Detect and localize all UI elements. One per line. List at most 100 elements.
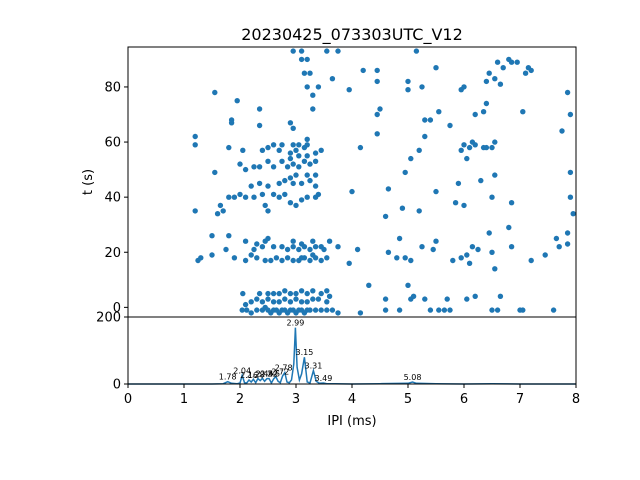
scatter-point (262, 257, 268, 264)
scatter-point (422, 133, 428, 140)
scatter-point (310, 252, 316, 258)
scatter-point (240, 290, 246, 297)
scatter-point (461, 142, 467, 148)
scatter-point (226, 194, 232, 200)
peak-label: 3.31 (304, 362, 322, 371)
scatter-point (360, 67, 366, 74)
scatter-point (326, 238, 333, 244)
scatter-point (374, 131, 380, 137)
scatter-point (304, 290, 310, 297)
scatter-point (402, 255, 408, 261)
histogram-x-tick-label: 8 (572, 392, 580, 407)
scatter-point (239, 307, 245, 313)
peak-label: 3.15 (295, 348, 313, 357)
scatter-point (410, 293, 417, 299)
scatter-point (413, 48, 420, 54)
scatter-point (248, 252, 254, 258)
scatter-point (298, 299, 305, 305)
histogram-x-axis-label: IPI (ms) (327, 414, 376, 429)
scatter-point (444, 296, 450, 302)
scatter-point (209, 233, 215, 239)
scatter-point (321, 246, 327, 253)
scatter-point (248, 299, 254, 305)
scatter-point (528, 257, 534, 264)
scatter-point (458, 147, 464, 153)
scatter-point (472, 293, 478, 299)
scatter-point (290, 142, 296, 148)
scatter-point (290, 257, 296, 264)
scatter-point (447, 122, 453, 129)
scatter-point (298, 56, 305, 63)
scatter-point (489, 307, 495, 313)
scatter-point (466, 260, 473, 266)
scatter-point (464, 155, 470, 162)
scatter-y-tick-label: 80 (104, 80, 121, 95)
scatter-point (251, 246, 257, 253)
scatter-point (265, 296, 271, 302)
scatter-point (231, 255, 238, 261)
scatter-point (265, 208, 271, 214)
scatter-point (290, 238, 296, 244)
scatter-point (282, 191, 288, 198)
scatter-point (550, 307, 557, 313)
scatter-point (382, 213, 389, 220)
histogram-frame (127, 316, 577, 385)
scatter-point (508, 59, 515, 65)
scatter-point (419, 244, 425, 250)
scatter-point (304, 172, 310, 178)
scatter-point (293, 202, 299, 209)
scatter-point (385, 249, 392, 255)
scatter-point (324, 307, 330, 313)
scatter-point (220, 208, 226, 214)
scatter-point (433, 188, 439, 195)
scatter-point (416, 208, 422, 214)
scatter-point (284, 246, 291, 253)
scatter-point (254, 241, 260, 247)
scatter-point (315, 296, 322, 302)
scatter-point (377, 106, 383, 112)
scatter-point (304, 56, 310, 63)
peak-label: 2.04 (233, 366, 251, 375)
scatter-point (270, 299, 277, 305)
scatter-point (276, 194, 282, 200)
scatter-point (497, 81, 504, 87)
scatter-point (284, 164, 291, 170)
scatter-point (567, 194, 574, 200)
scatter-point (324, 255, 330, 261)
scatter-point (452, 200, 459, 206)
scatter-point (279, 244, 285, 250)
scatter-point (542, 252, 548, 258)
scatter-point (265, 144, 271, 151)
histogram-y-tick-label: 200 (96, 311, 121, 326)
scatter-point (416, 147, 422, 153)
peak-label: 2.72 (271, 368, 289, 377)
scatter-point (436, 307, 442, 313)
scatter-point (270, 191, 277, 198)
scatter-point (382, 296, 389, 302)
scatter-point (559, 128, 565, 134)
scatter-point (307, 246, 313, 253)
scatter-point (422, 296, 428, 302)
scatter-point (287, 299, 294, 305)
peak-label: 5.08 (404, 373, 422, 382)
scatter-point (256, 164, 263, 170)
scatter-point (335, 48, 341, 54)
scatter-point (192, 133, 198, 140)
scatter-point (270, 290, 277, 297)
histogram-x-tick-label: 4 (348, 392, 356, 407)
scatter-point (296, 164, 302, 170)
scatter-point (567, 169, 574, 176)
scatter-point (497, 293, 504, 299)
scatter-point (483, 144, 490, 151)
scatter-point (307, 70, 313, 76)
scatter-point (256, 180, 263, 187)
scatter-point (298, 255, 305, 261)
scatter-point (458, 255, 464, 261)
peak-label: 2.28 (247, 370, 265, 379)
scatter-point (396, 307, 403, 313)
scatter-point (242, 238, 249, 244)
scatter-point (520, 307, 526, 313)
scatter-point (492, 266, 498, 272)
scatter-point (335, 244, 341, 250)
scatter-point (298, 48, 305, 54)
